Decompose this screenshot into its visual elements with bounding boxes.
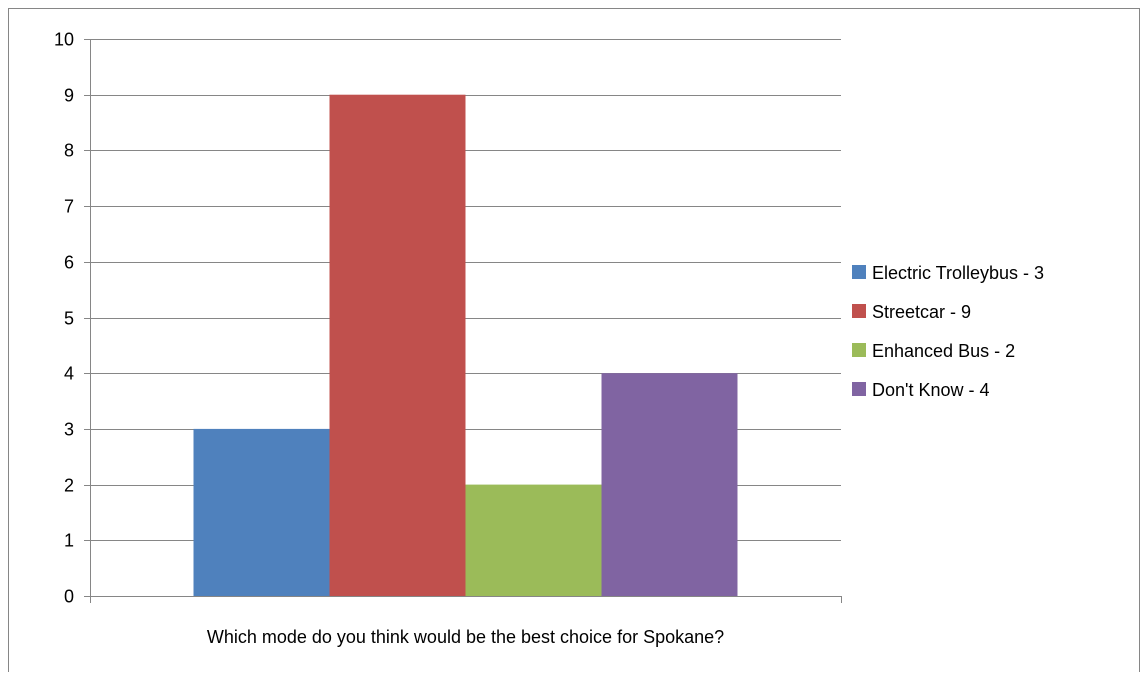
bar-streetcar <box>329 94 466 596</box>
legend-swatch <box>852 343 866 357</box>
legend-label: Electric Trolleybus - 3 <box>872 263 1044 283</box>
legend-label: Streetcar - 9 <box>872 302 971 322</box>
y-tick-label: 4 <box>64 364 74 384</box>
y-tick-label: 5 <box>64 309 74 329</box>
bar-electric-trolleybus <box>193 428 330 596</box>
y-tick-label: 2 <box>64 476 74 496</box>
bar-enhanced-bus <box>465 484 602 596</box>
axes <box>84 39 842 603</box>
legend: Electric Trolleybus - 3 Streetcar - 9 Enha… <box>852 263 1044 400</box>
y-tick-label: 8 <box>64 141 74 161</box>
y-tick-labels: 0 1 2 3 4 5 6 7 8 9 10 <box>54 30 74 607</box>
y-tick-label: 6 <box>64 253 74 273</box>
legend-swatch <box>852 304 866 318</box>
legend-label: Enhanced Bus - 2 <box>872 341 1015 361</box>
y-tick-label: 7 <box>64 197 74 217</box>
legend-swatch <box>852 382 866 396</box>
bar-don-t-know <box>601 373 738 596</box>
y-tick-label: 9 <box>64 86 74 106</box>
x-axis-title: Which mode do you think would be the bes… <box>207 627 724 647</box>
y-tick-label: 1 <box>64 531 74 551</box>
legend-label: Don't Know - 4 <box>872 380 990 400</box>
y-tick-label: 10 <box>54 30 74 50</box>
y-tick-label: 3 <box>64 420 74 440</box>
legend-swatch <box>852 265 866 279</box>
bars <box>193 94 738 596</box>
y-tick-label: 0 <box>64 587 74 607</box>
